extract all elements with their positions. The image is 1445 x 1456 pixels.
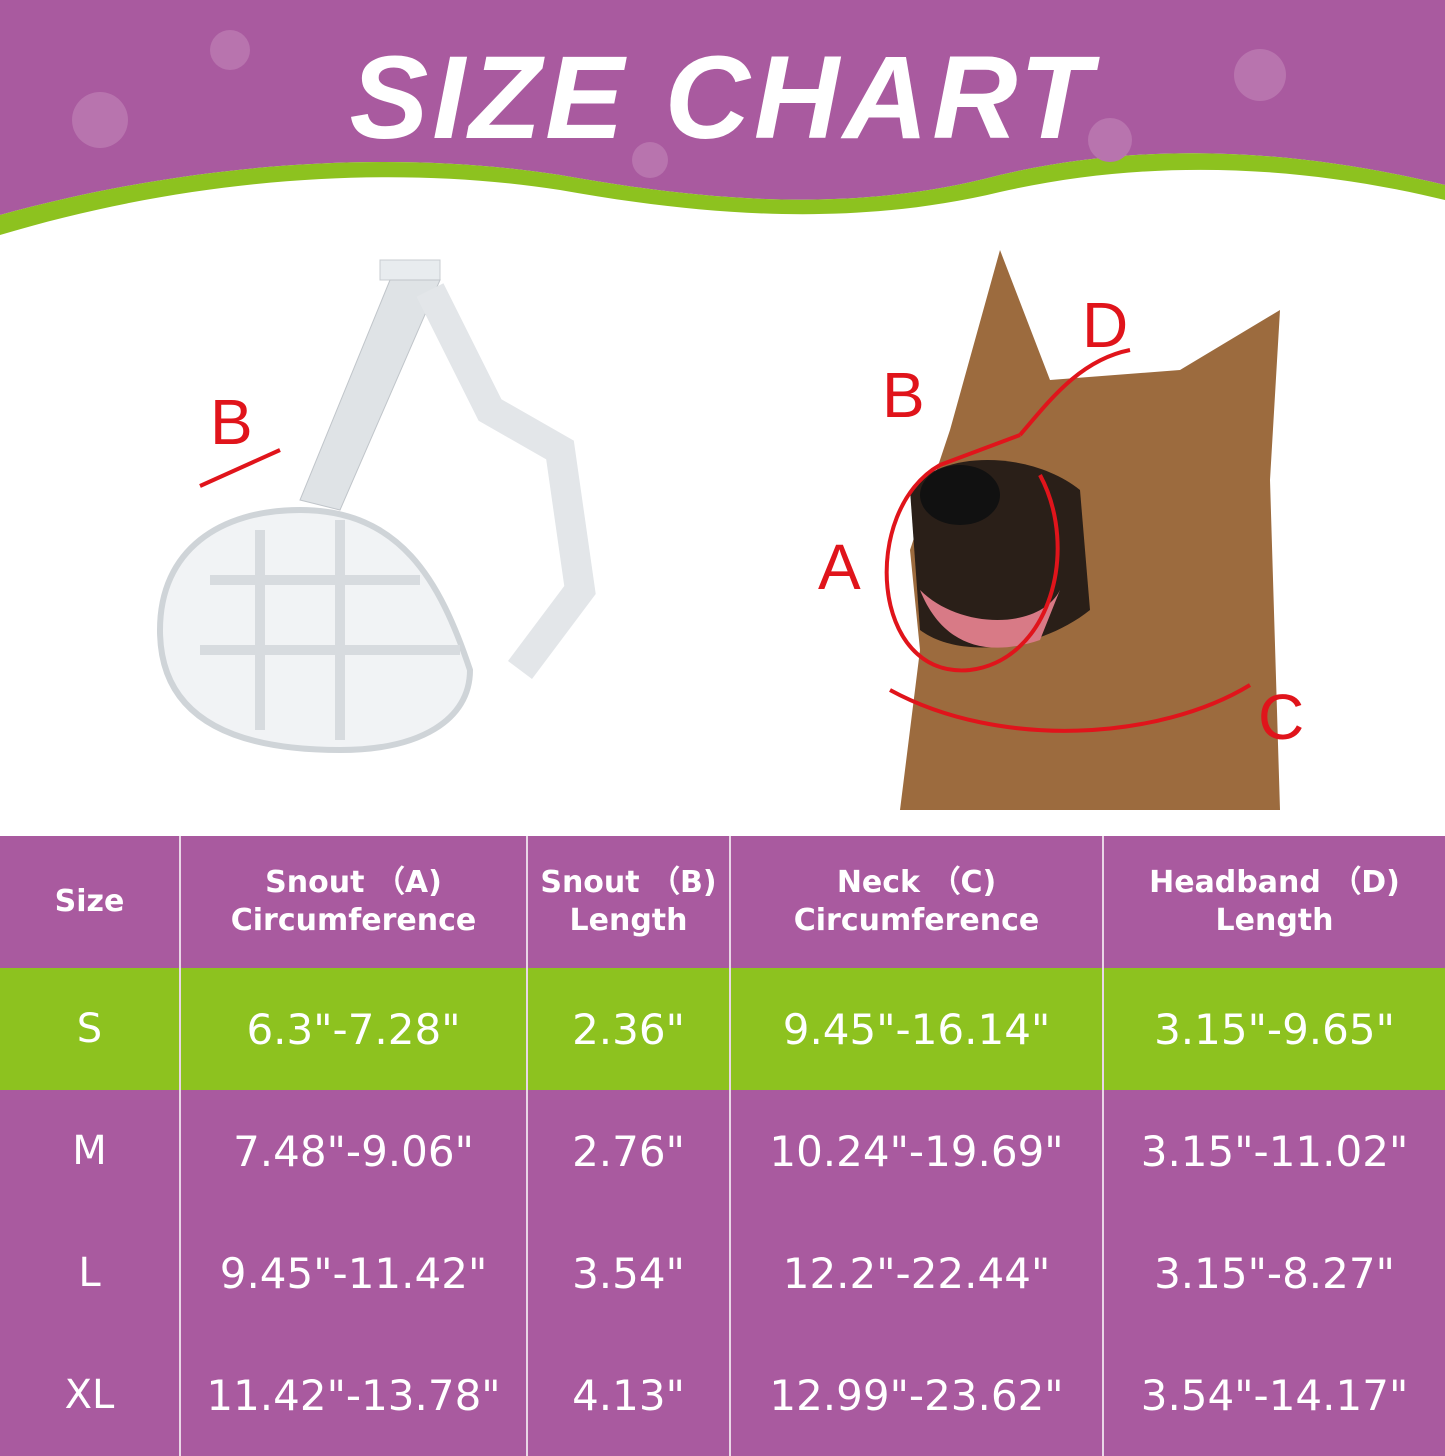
neck-circumference-cell: 12.99"-23.62"	[729, 1334, 1103, 1456]
table-row: S 6.3"-7.28" 2.36" 9.45"-16.14" 3.15"-9.…	[0, 968, 1445, 1090]
table-row: M 7.48"-9.06" 2.76" 10.24"-19.69" 3.15"-…	[0, 1090, 1445, 1212]
header-banner	[0, 0, 1445, 235]
snout-circumference-cell: 6.3"-7.28"	[179, 968, 527, 1090]
snout-length-cell: 2.36"	[526, 968, 730, 1090]
muzzle-image	[156, 259, 596, 754]
dog-label-c: C	[1258, 681, 1305, 753]
neck-circumference-cell: 10.24"-19.69"	[729, 1090, 1103, 1212]
size-table: Size Snout （A) Circumference Snout （B) Len…	[0, 836, 1445, 1456]
neck-circumference-cell: 12.2"-22.44"	[729, 1212, 1103, 1334]
size-cell: M	[0, 1090, 180, 1212]
dog-image	[884, 250, 1280, 810]
table-row: L 9.45"-11.42" 3.54" 12.2"-22.44" 3.15"-…	[0, 1212, 1445, 1334]
header-snout-length: Snout （B) Length	[526, 836, 730, 968]
dog-label-a: A	[818, 531, 861, 603]
snout-circumference-cell: 9.45"-11.42"	[179, 1212, 527, 1334]
snout-length-cell: 3.54"	[526, 1212, 730, 1334]
snout-circumference-cell: 7.48"-9.06"	[179, 1090, 527, 1212]
headband-length-cell: 3.15"-11.02"	[1102, 1090, 1445, 1212]
snout-circumference-cell: 11.42"-13.78"	[179, 1334, 527, 1456]
table-row: XL 11.42"-13.78" 4.13" 12.99"-23.62" 3.5…	[0, 1334, 1445, 1456]
header-headband-length: Headband （D) Length	[1102, 836, 1445, 968]
size-cell: L	[0, 1212, 180, 1334]
table-header-row: Size Snout （A) Circumference Snout （B) Len…	[0, 836, 1445, 968]
dog-label-d: D	[1082, 289, 1129, 361]
headband-length-cell: 3.15"-8.27"	[1102, 1212, 1445, 1334]
headband-length-cell: 3.54"-14.17"	[1102, 1334, 1445, 1456]
snout-length-cell: 4.13"	[526, 1334, 730, 1456]
page-title: SIZE CHART	[349, 32, 1096, 164]
size-cell: XL	[0, 1334, 180, 1456]
headband-length-cell: 3.15"-9.65"	[1102, 968, 1445, 1090]
paw-print-icons	[72, 30, 1286, 178]
neck-circumference-cell: 9.45"-16.14"	[729, 968, 1103, 1090]
header-neck-circumference: Neck （C) Circumference	[729, 836, 1103, 968]
muzzle-label-b: B	[210, 386, 253, 458]
header-snout-circumference: Snout （A) Circumference	[179, 836, 527, 968]
snout-length-cell: 2.76"	[526, 1090, 730, 1212]
header-size: Size	[0, 836, 180, 968]
size-cell: S	[0, 968, 180, 1090]
dog-label-b: B	[882, 359, 925, 431]
